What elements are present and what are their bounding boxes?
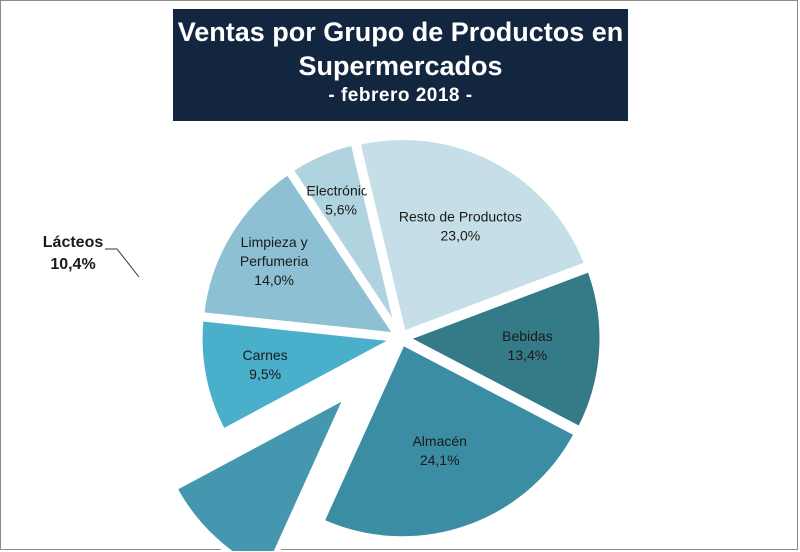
pie-slice-almacen (317, 338, 582, 543)
slice-label-carnes: Carnes 9,5% (243, 347, 288, 382)
pie-slice-lacteos (170, 388, 355, 551)
pie-slice-resto-de-productos (353, 134, 592, 339)
slice-label-almacen: Almacén 24,1% (412, 433, 466, 468)
leader-line-lacteos (105, 248, 140, 278)
slice-label-resto-de-productos: Resto de Productos 23,0% (399, 209, 522, 244)
slice-label-lacteos: Lácteos 10,4% (43, 234, 104, 273)
pie-slice-carnes (196, 314, 407, 437)
chart-title-box: Ventas por Grupo de Productos en Superme… (173, 9, 628, 121)
chart-subtitle: - febrero 2018 - (328, 85, 473, 106)
pie-slice-electronica (286, 138, 403, 336)
slice-label-bebidas: Bebidas 13,4% (502, 328, 553, 363)
chart-title-line-1: Ventas por Grupo de Productos en (177, 17, 624, 47)
slice-label-limpieza-y-perfumeria: Limpieza y Perfumeria 14,0% (240, 234, 309, 288)
slice-label-electronica: Electrónica 5,6% (306, 183, 375, 218)
pie-slice-bebidas (398, 264, 606, 434)
chart-title-line-2: Supermercados (298, 51, 503, 81)
pie-slice-limpieza-y-perfumeria (197, 167, 404, 340)
